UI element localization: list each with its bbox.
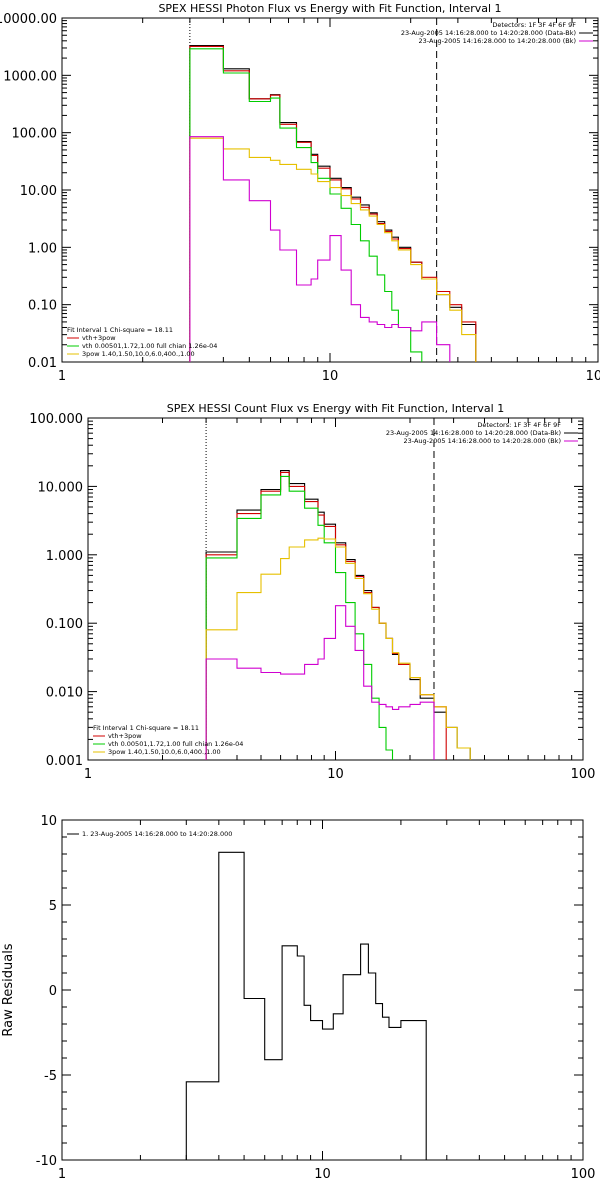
series-group <box>185 851 427 1160</box>
legend-heading: Fit Interval 1 Chi-square = 18.11 <box>93 724 199 732</box>
x-tick-label: 100 <box>571 767 596 782</box>
y-tick-label: 0.001 <box>46 754 83 769</box>
y-tick-label: -10 <box>36 1154 57 1169</box>
y-tick-label: 1.00 <box>28 241 57 256</box>
x-tick-label: 10 <box>322 369 339 384</box>
y-tick-label: 1000.00 <box>3 69 57 84</box>
x-tick-label: 100 <box>571 1167 596 1182</box>
header-text-3: 23-Aug-2005 14:16:28.000 to 14:20:28.000… <box>419 37 576 45</box>
y-tick-label: 10 <box>40 814 57 829</box>
series-line-4 <box>189 137 477 362</box>
series-line-1 <box>185 851 427 1160</box>
legend-entry: 3pow 1.40,1.50,10.0,6.0,400.,1.00 <box>82 350 195 358</box>
series-line-5 <box>189 136 451 362</box>
legend-heading: Fit Interval 1 Chi-square = 18.11 <box>67 326 173 334</box>
legend-entry: vth+3pow <box>108 732 142 740</box>
x-tick-label: 1 <box>58 1167 66 1182</box>
series-line-4 <box>205 537 471 760</box>
y-axis-label: Raw Residuals <box>1 943 16 1036</box>
x-tick-label: 1 <box>84 767 92 782</box>
chart-panel-1: SPEX HESSI Photon Flux vs Energy with Fi… <box>0 2 600 384</box>
y-tick-label: 1.000 <box>46 549 83 564</box>
chart-title: SPEX HESSI Photon Flux vs Energy with Fi… <box>158 2 501 15</box>
series-group <box>189 45 477 362</box>
series-line-5 <box>205 605 435 760</box>
chart-panel-3: 1 10 100 -10 -5 0 5 10 Raw Residuals 1. 23-Aug-20… <box>1 814 595 1182</box>
legend-entry: 1. 23-Aug-2005 14:16:28.000 to 14:20:28.… <box>82 830 232 838</box>
y-tick-label: 10.000 <box>38 480 84 495</box>
chart-title: SPEX HESSI Count Flux vs Energy with Fit… <box>167 402 504 415</box>
y-tick-label: 0.010 <box>46 686 83 701</box>
chart-panel-2: SPEX HESSI Count Flux vs Energy with Fit… <box>29 402 596 782</box>
legend-entry: vth+3pow <box>82 334 116 342</box>
series-group <box>205 470 471 760</box>
y-tick-label: 10.00 <box>20 184 57 199</box>
header-text-2: 23-Aug-2005 14:16:28.000 to 14:20:28.000… <box>386 429 561 437</box>
y-tick-label: 100.00 <box>12 127 58 142</box>
x-tick-label: 1 <box>58 369 66 384</box>
header-text-1: Detectors: 1F 3F 4F 6F 9F <box>492 21 576 29</box>
header-text-1: Detectors: 1F 3F 4F 6F 9F <box>477 421 561 429</box>
y-tick-label: 0.10 <box>28 299 57 314</box>
legend-entry: 3pow 1.40,1.50,10.0,6.0,400.,1.00 <box>108 748 221 756</box>
y-tick-label: -5 <box>44 1069 57 1084</box>
y-tick-label: 0 <box>49 984 57 999</box>
y-tick-label: 5 <box>49 899 57 914</box>
series-line-2 <box>205 471 447 760</box>
series-line-3 <box>205 475 394 760</box>
y-tick-label: 10000.00 <box>0 12 57 27</box>
y-tick-label: 100.000 <box>29 412 83 427</box>
legend-entry: vth 0.00501,1.72,1.00 full chian 1.26e-0… <box>82 342 217 350</box>
x-tick-label: 10 <box>327 767 344 782</box>
header-text-3: 23-Aug-2005 14:16:28.000 to 14:20:28.000… <box>404 437 561 445</box>
x-tick-label: 100 <box>586 369 600 384</box>
x-tick-label: 10 <box>314 1167 331 1182</box>
series-line-3 <box>189 48 423 362</box>
header-text-2: 23-Aug-2005 14:16:28.000 to 14:20:28.000… <box>401 29 576 37</box>
legend-entry: vth 0.00501,1.72,1.00 full chian 1.26e-0… <box>108 740 243 748</box>
y-tick-label: 0.100 <box>46 617 83 632</box>
y-tick-label: 0.01 <box>28 356 57 371</box>
